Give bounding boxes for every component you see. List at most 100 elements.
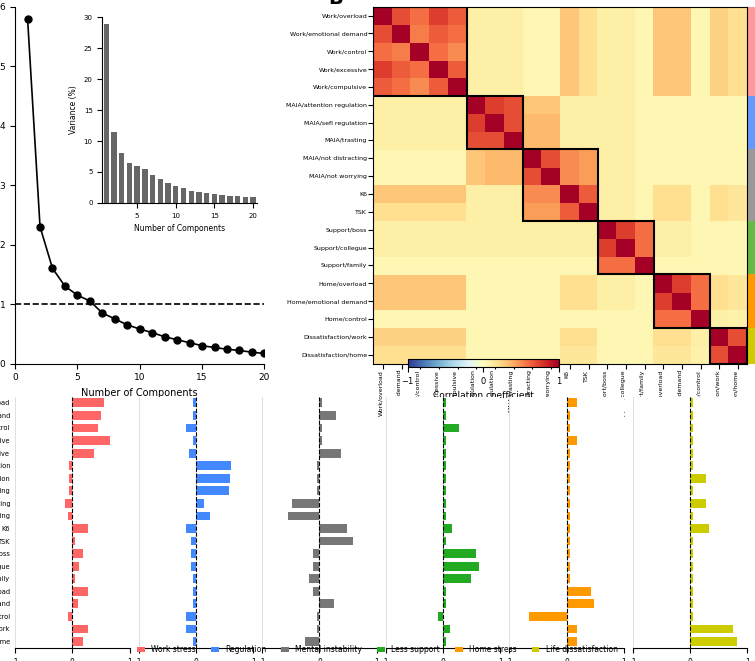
Bar <box>72 574 76 583</box>
Bar <box>72 587 88 596</box>
Bar <box>186 524 196 533</box>
Bar <box>710 328 747 364</box>
Bar <box>68 612 72 621</box>
Bar <box>443 424 459 432</box>
Bar <box>193 600 196 608</box>
Bar <box>567 537 569 545</box>
Bar <box>443 524 451 533</box>
Bar <box>305 637 319 646</box>
X-axis label: Number of Components: Number of Components <box>82 388 198 398</box>
Bar <box>196 474 230 483</box>
Bar <box>196 461 231 470</box>
Bar <box>747 328 755 364</box>
Bar <box>319 537 353 545</box>
Bar <box>69 474 72 483</box>
Bar <box>443 587 446 596</box>
Bar <box>443 436 446 445</box>
Bar <box>690 512 693 520</box>
Bar <box>186 424 196 432</box>
Bar <box>193 587 196 596</box>
Bar <box>72 562 79 570</box>
Bar <box>319 424 322 432</box>
Bar <box>313 549 319 558</box>
Bar <box>72 625 88 633</box>
Bar <box>443 474 446 483</box>
Bar <box>690 625 733 633</box>
Bar <box>443 600 446 608</box>
Bar <box>567 549 569 558</box>
Bar <box>690 411 693 420</box>
Bar <box>690 436 693 445</box>
Bar <box>72 399 103 407</box>
Bar <box>690 574 693 583</box>
Text: B: B <box>328 0 344 8</box>
Bar <box>567 499 569 508</box>
Bar <box>690 587 693 596</box>
Bar <box>316 486 319 495</box>
Bar <box>193 411 196 420</box>
Bar <box>567 436 577 445</box>
Bar <box>191 549 196 558</box>
Bar <box>72 411 101 420</box>
Bar <box>467 96 523 149</box>
Bar <box>443 574 470 583</box>
Bar <box>690 600 693 608</box>
Bar <box>567 587 590 596</box>
Bar <box>69 486 72 495</box>
Bar <box>443 537 446 545</box>
Bar <box>690 486 693 495</box>
Bar <box>747 96 755 149</box>
Bar <box>443 562 479 570</box>
Bar <box>443 625 450 633</box>
Bar <box>567 524 569 533</box>
Bar <box>186 625 196 633</box>
Bar <box>319 600 334 608</box>
Bar <box>72 424 98 432</box>
Bar <box>319 411 335 420</box>
Bar <box>747 221 755 274</box>
Bar <box>567 512 569 520</box>
Bar <box>443 399 446 407</box>
Bar <box>598 221 654 274</box>
Bar <box>319 399 322 407</box>
Bar <box>567 399 577 407</box>
Bar <box>72 436 109 445</box>
Bar <box>443 461 446 470</box>
Bar <box>313 562 319 570</box>
Bar <box>654 274 710 328</box>
Bar <box>196 499 205 508</box>
Bar <box>690 524 708 533</box>
Bar <box>747 7 755 96</box>
Bar <box>567 625 577 633</box>
Bar <box>443 449 446 457</box>
Bar <box>567 562 569 570</box>
Bar <box>690 449 693 457</box>
Bar <box>288 512 319 520</box>
Bar <box>193 399 196 407</box>
Legend: Work stress, Regulation, Mental instability, Less support, Home stress, Life dis: Work stress, Regulation, Mental instabil… <box>134 642 621 657</box>
Bar <box>690 499 706 508</box>
Bar <box>567 411 569 420</box>
Bar <box>316 474 319 483</box>
Bar <box>747 274 755 328</box>
Bar <box>567 449 569 457</box>
Bar <box>567 474 569 483</box>
Bar <box>567 637 577 646</box>
Bar <box>747 149 755 221</box>
Bar <box>443 637 446 646</box>
Bar <box>72 537 76 545</box>
Bar <box>292 499 319 508</box>
Bar <box>72 549 82 558</box>
Bar <box>443 549 476 558</box>
Bar <box>523 149 598 221</box>
Bar <box>69 461 72 470</box>
Bar <box>439 612 443 621</box>
Bar <box>690 612 693 621</box>
Bar <box>374 7 467 96</box>
Bar <box>72 637 82 646</box>
Bar <box>191 562 196 570</box>
Bar <box>690 537 693 545</box>
Bar <box>72 524 88 533</box>
Bar <box>72 449 94 457</box>
Bar <box>186 612 196 621</box>
